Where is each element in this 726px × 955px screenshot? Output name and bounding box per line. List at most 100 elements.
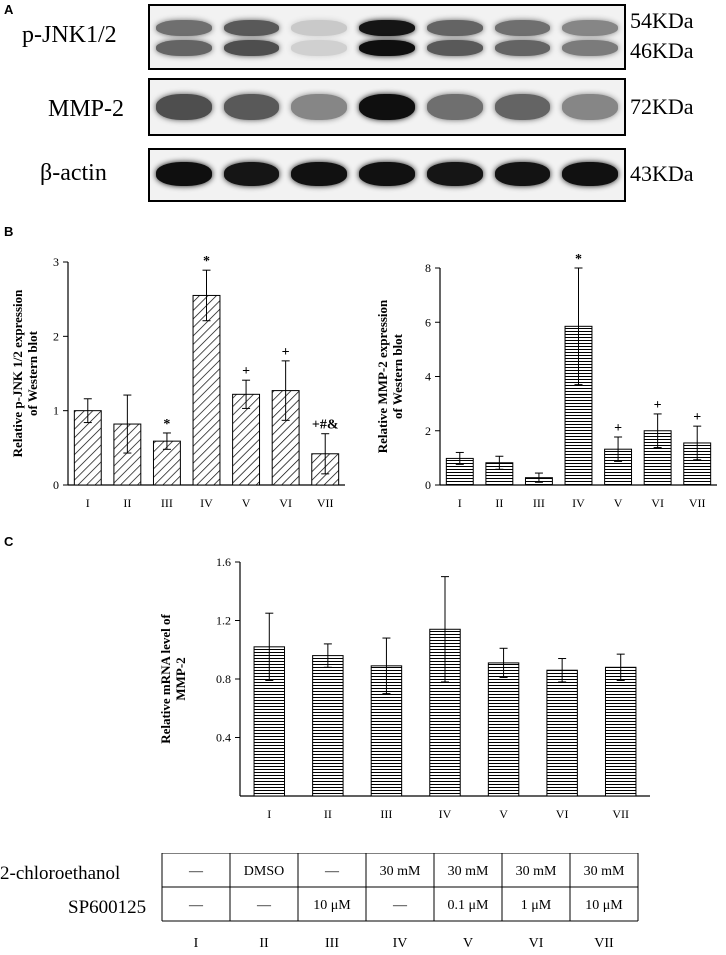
blot-band: [156, 20, 212, 36]
significance-label: +: [614, 421, 622, 436]
x-tick-label: I: [86, 496, 90, 510]
blot-band: [494, 94, 551, 120]
blot-band: [426, 40, 483, 56]
table-cell: —: [256, 898, 272, 913]
x-tick-label: VI: [556, 807, 569, 820]
bar: [546, 669, 578, 797]
table-cell: 30 mM: [584, 864, 625, 879]
blot-pjnk: [148, 4, 626, 70]
chart-mmp2-protein: 0 2 4 6 8 Relative MMP-2 expressionof Western…: [375, 252, 717, 510]
panel-b-label: B: [4, 224, 14, 239]
bar: [604, 666, 637, 797]
y-tick-label: 0.8: [216, 672, 231, 686]
blot-band: [223, 20, 280, 36]
x-tick-label: I: [267, 807, 271, 820]
bar: [312, 655, 344, 797]
blot-band: [359, 94, 415, 120]
y-tick-label: 1.6: [216, 555, 231, 569]
group-label: II: [259, 936, 269, 951]
y-axis-label: Relative MMP-2 expressionof Western blot: [375, 299, 405, 453]
blot-band: [494, 20, 551, 36]
significance-label: *: [163, 417, 170, 432]
x-tick-label: II: [123, 496, 131, 510]
x-tick-label: V: [614, 496, 623, 510]
x-tick-label: VII: [689, 496, 706, 510]
blot-bactin: [148, 148, 626, 202]
blot-band: [156, 94, 212, 120]
significance-label: +: [693, 410, 701, 425]
table-cell: 0.1 μM: [448, 898, 490, 913]
y-tick-label: 4: [425, 370, 431, 384]
x-tick-label: IV: [439, 807, 452, 820]
marker-46kda: 46KDa: [630, 38, 694, 63]
marker-43kda: 43KDa: [630, 161, 694, 186]
significance-label: *: [575, 252, 582, 267]
panel-a-label: A: [4, 2, 14, 17]
table-grid: — DMSO — 30 mM 30 mM 30 mM 30 mM — — 10 μM — 0.1 μM…: [161, 853, 639, 951]
table-cell: 10 μM: [585, 898, 623, 913]
bar: [487, 662, 520, 797]
blot-band: [426, 94, 483, 120]
y-tick-label: 2: [53, 329, 59, 343]
x-tick-label: IV: [572, 496, 585, 510]
significance-label: *: [203, 254, 210, 269]
blot-band: [223, 94, 280, 120]
significance-label: +: [242, 364, 250, 379]
group-label: VI: [529, 936, 544, 951]
blot-band: [156, 162, 212, 186]
chart-pjnk: 0 1 2 3 Relative p-JNK 1/2 expressionof West…: [10, 254, 345, 510]
y-tick-label: 6: [425, 315, 431, 329]
y-tick-label: 0: [425, 478, 431, 492]
y-axis-label: Relative mRNA level ofMMP-2: [158, 614, 188, 744]
x-tick-label: V: [499, 807, 508, 820]
significance-label: +#&: [312, 418, 339, 433]
blot-band: [291, 162, 348, 186]
x-tick-label: VI: [651, 496, 664, 510]
blot-band: [359, 40, 415, 56]
blot-band: [291, 20, 348, 36]
blot-band: [156, 40, 212, 56]
bar: [192, 294, 221, 486]
x-tick-label: VII: [612, 807, 629, 820]
x-tick-label: II: [495, 496, 503, 510]
blot-band: [291, 40, 348, 56]
table-cell: 30 mM: [448, 864, 489, 879]
y-tick-label: 2: [425, 424, 431, 438]
x-tick-label: V: [242, 496, 251, 510]
y-tick-label: 1.2: [216, 614, 231, 628]
bar: [643, 430, 672, 486]
blot-mmp2: [148, 78, 626, 136]
x-tick-label: VII: [317, 496, 334, 510]
x-tick-label: I: [458, 496, 462, 510]
marker-54kda: 54KDa: [630, 8, 694, 33]
y-tick-label: 8: [425, 261, 431, 275]
x-tick-label: III: [533, 496, 545, 510]
group-label: IV: [393, 936, 408, 951]
blot-band: [426, 20, 483, 36]
blot-label-mmp2: MMP-2: [48, 96, 125, 122]
significance-label: +: [282, 345, 290, 360]
group-label: V: [463, 936, 473, 951]
table-cell: —: [392, 898, 408, 913]
blot-label-pjnk: p-JNK1/2: [22, 22, 117, 48]
blot-band: [291, 94, 348, 120]
blot-band: [494, 162, 551, 186]
y-tick-label: 0: [53, 478, 59, 492]
table-cell: 30 mM: [516, 864, 557, 879]
y-tick-label: 3: [53, 255, 59, 269]
table-cell: DMSO: [244, 864, 284, 879]
table-cell: 1 μM: [521, 898, 552, 913]
treatment-table: 2-chloroethanol SP600125 — DMSO — 30 mM 30 m…: [0, 853, 726, 955]
marker-72kda: 72KDa: [630, 94, 694, 119]
blot-band: [494, 40, 551, 56]
y-tick-label: 1: [53, 404, 59, 418]
blot-band: [359, 20, 415, 36]
x-tick-label: III: [380, 807, 392, 820]
panel-c-label: C: [4, 534, 14, 549]
blot-band: [562, 20, 618, 36]
blot-band: [223, 162, 280, 186]
table-cell: —: [188, 898, 204, 913]
blot-band: [562, 162, 618, 186]
x-tick-label: VI: [279, 496, 292, 510]
table-cell: 30 mM: [380, 864, 421, 879]
